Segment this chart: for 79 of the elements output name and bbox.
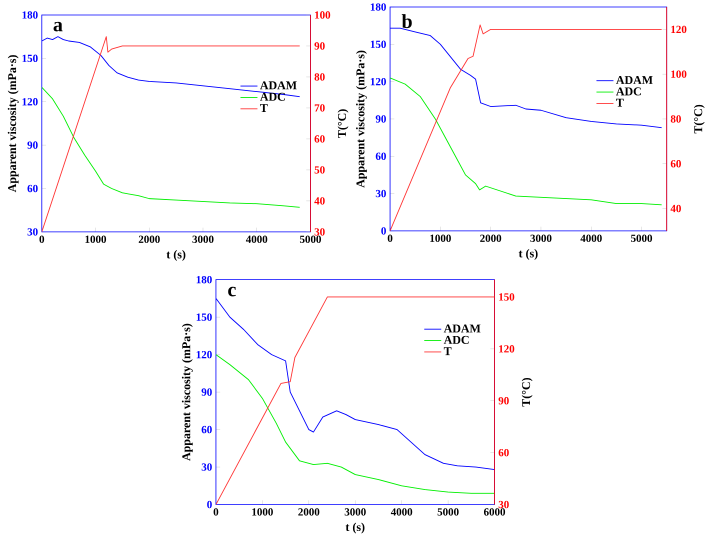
x-tick-label: 4000 [246,235,268,243]
x-tick-label: 1000 [85,235,106,243]
y2-tick-label: 80 [670,115,681,122]
y-tick-label: 0 [381,227,386,234]
x-tick-label: 5000 [631,234,652,242]
y2-tick-label: 30 [498,500,509,508]
y2-tick-label: 80 [314,73,325,80]
y-tick-label: 60 [376,152,386,160]
y-tick-label: 180 [370,3,386,11]
legend-label: ADAM [260,81,297,90]
y-tick-label: 90 [202,388,212,396]
x-tick-label: 5000 [438,508,459,516]
x-tick-label: 3000 [344,508,366,516]
line-series [216,354,495,494]
y-tick-label: 30 [28,228,38,236]
x-tick-label: 2000 [298,508,320,516]
y-tick-label: 90 [376,115,386,122]
x-tick-label: 1000 [430,234,451,242]
x-tick-label: 3000 [192,235,214,243]
annotation: a [54,22,63,32]
x-tick-label: 0 [388,234,392,242]
x-tick-label: 0 [214,508,218,516]
legend-label: T [444,347,452,355]
x-tick-label: 1000 [252,508,273,516]
y-tick-label: 30 [376,190,386,198]
y2-axis-title: T(°C) [522,378,533,406]
y2-tick-label: 150 [499,293,514,300]
x-tick-label: 3000 [530,234,552,242]
y-tick-label: 180 [196,276,212,284]
legend-label: T [260,104,268,112]
x-tick-label: 6000 [484,508,506,516]
y2-tick-label: 40 [314,197,325,204]
y2-tick-label: 30 [314,228,325,236]
y-axis-title: Apparent viscosity (mPa·s) [356,50,367,188]
legend-label: T [616,98,624,106]
y2-tick-label: 50 [314,166,325,174]
y2-tick-label: 90 [314,42,325,50]
y2-tick-label: 100 [315,11,330,18]
y2-tick-label: 40 [670,204,681,212]
x-tick-label: 4000 [390,508,412,516]
x-axis-title: t (s) [346,522,364,534]
y2-tick-label: 60 [498,448,509,456]
y-tick-label: 120 [370,78,386,86]
legend-label: ADC [444,336,469,344]
y2-tick-label: 60 [670,160,681,168]
y-tick-label: 120 [22,98,38,106]
y2-tick-label: 90 [498,396,509,404]
y2-tick-label: 100 [671,70,686,78]
x-axis-title: t (s) [518,248,538,260]
y-tick-label: 150 [22,54,38,62]
legend-label: ADAM [444,324,480,332]
y-tick-label: 90 [27,141,38,149]
y2-axis-title: T(°C) [694,104,705,134]
y-tick-label: 150 [370,40,386,48]
legend-label: ADC [260,92,285,101]
x-tick-label: 2000 [138,235,160,243]
y-tick-label: 180 [22,11,38,18]
y-tick-label: 120 [196,350,212,358]
y-tick-label: 150 [196,313,212,321]
legend-label: ADC [616,87,641,96]
annotation: b [402,14,412,28]
x-axis-title: t (s) [166,250,186,261]
y-axis-title: Apparent viscosity (mPa·s) [8,54,19,192]
y-tick-label: 60 [202,426,212,434]
y-tick-label: 30 [202,463,212,471]
y2-tick-label: 120 [671,26,686,33]
y-tick-label: 60 [28,184,38,192]
y2-tick-label: 60 [314,135,325,142]
x-tick-label: 2000 [480,234,502,242]
x-tick-label: 0 [39,235,44,243]
y2-tick-label: 70 [314,104,325,112]
x-tick-label: 4000 [580,234,602,242]
legend-label: ADAM [616,76,653,84]
y2-axis-title: T(°C) [338,109,348,138]
annotation: c [228,286,236,296]
y-axis-title: Apparent viscosity (mPa·s) [182,324,193,461]
y-tick-label: 0 [207,500,212,508]
y2-tick-label: 120 [499,344,514,352]
x-tick-label: 5000 [300,235,321,243]
